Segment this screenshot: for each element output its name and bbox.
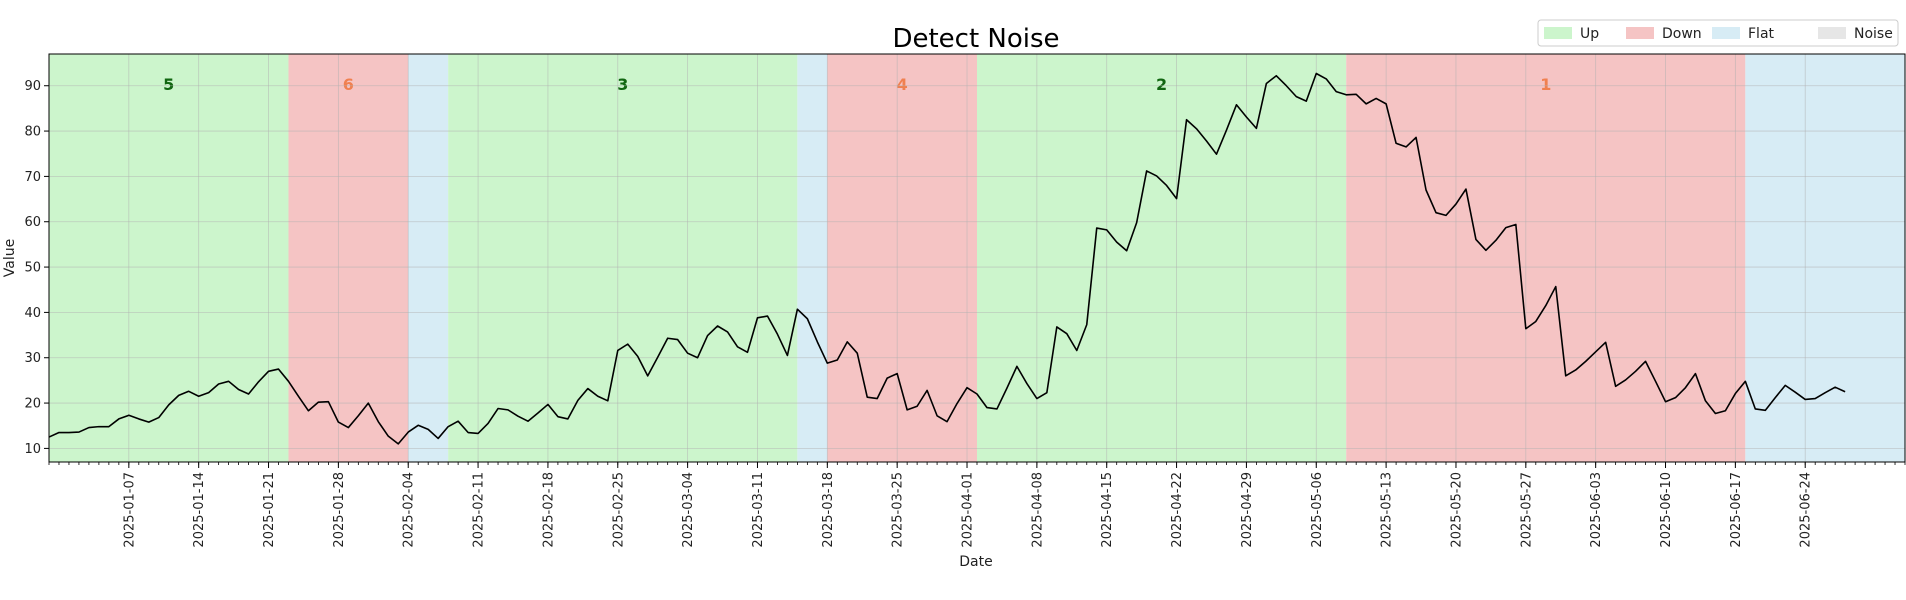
legend-swatch-noise — [1818, 27, 1846, 39]
x-tick-label: 2025-03-18 — [821, 472, 836, 548]
series-line — [48, 72, 1846, 445]
y-tick-label: 20 — [24, 397, 41, 412]
x-tick-label: 2025-03-04 — [681, 472, 696, 548]
x-tick-label: 2025-05-06 — [1310, 472, 1325, 548]
y-tick-label: 10 — [24, 442, 41, 457]
region-label: 4 — [897, 75, 908, 94]
y-tick-label: 50 — [24, 261, 41, 276]
x-tick-label: 2025-01-07 — [122, 472, 137, 548]
x-tick-label: 2025-04-01 — [961, 472, 976, 548]
x-tick-label: 2025-04-29 — [1240, 472, 1255, 548]
x-tick-label: 2025-04-22 — [1170, 472, 1185, 548]
x-tick-label: 2025-03-11 — [751, 472, 766, 548]
region-flat — [408, 54, 449, 462]
region-label: 5 — [163, 75, 174, 94]
chart-title: Detect Noise — [892, 24, 1059, 54]
x-tick-label: 2025-01-21 — [262, 472, 277, 548]
x-tick-label: 2025-06-24 — [1799, 472, 1814, 548]
x-tick-label: 2025-01-28 — [332, 472, 347, 548]
x-tick-label: 2025-06-17 — [1729, 472, 1744, 548]
x-tick-label: 2025-05-27 — [1519, 472, 1534, 548]
y-axis-label: Value — [2, 239, 18, 277]
grid-lines — [49, 54, 1905, 462]
y-axis: 10 20 30 40 50 60 70 80 90 — [24, 79, 49, 457]
region-up — [448, 54, 798, 462]
x-tick-label: 2025-04-08 — [1030, 472, 1045, 548]
x-axis-label: Date — [959, 554, 992, 570]
y-tick-label: 80 — [24, 125, 41, 140]
region-up — [977, 54, 1347, 462]
y-tick-label: 90 — [24, 79, 41, 94]
x-tick-label: 2025-06-10 — [1659, 472, 1674, 548]
region-flat — [797, 54, 828, 462]
legend-label-down: Down — [1662, 26, 1702, 42]
legend-label-up: Up — [1580, 26, 1599, 42]
x-tick-label: 2025-04-15 — [1100, 472, 1115, 548]
region-down — [288, 54, 409, 462]
legend-swatch-flat — [1712, 27, 1740, 39]
region-down — [827, 54, 977, 462]
legend-label-flat: Flat — [1748, 26, 1775, 42]
legend-label-noise: Noise — [1854, 26, 1893, 42]
region-flat — [1745, 54, 1905, 462]
x-tick-label: 2025-05-20 — [1449, 472, 1464, 548]
x-tick-label: 2025-02-18 — [541, 472, 556, 548]
y-tick-label: 70 — [24, 170, 41, 185]
region-up — [49, 54, 289, 462]
y-tick-label: 30 — [24, 351, 41, 366]
x-axis: 2025-01-07 2025-01-14 2025-01-21 2025-01-28… — [48, 462, 1906, 548]
legend: Up Down Flat Noise — [1537, 19, 1899, 47]
legend-swatch-down — [1626, 27, 1654, 39]
region-label: 3 — [617, 75, 628, 94]
x-tick-label: 2025-02-25 — [611, 472, 626, 548]
y-tick-label: 60 — [24, 215, 41, 230]
region-label: 1 — [1540, 75, 1551, 94]
region-label: 6 — [343, 75, 354, 94]
x-tick-label: 2025-03-25 — [891, 472, 906, 548]
x-tick-label: 2025-01-14 — [192, 472, 207, 548]
legend-swatch-up — [1544, 27, 1572, 39]
region-label: 2 — [1156, 75, 1167, 94]
region-down — [1346, 54, 1746, 462]
region-bands: 5 6 3 4 2 1 — [49, 54, 1905, 462]
x-tick-label: 2025-05-13 — [1380, 472, 1395, 548]
x-tick-label: 2025-02-11 — [472, 472, 487, 548]
x-tick-label: 2025-06-03 — [1589, 472, 1604, 548]
x-tick-label: 2025-02-04 — [402, 472, 417, 548]
y-tick-label: 40 — [24, 306, 41, 321]
